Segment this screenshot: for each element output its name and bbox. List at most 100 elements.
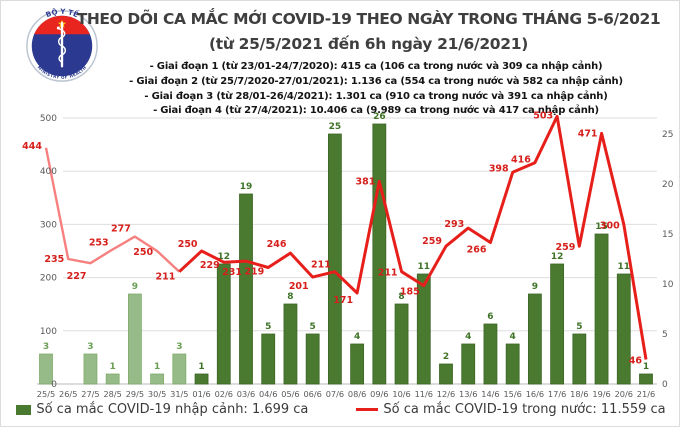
x-axis-tick-label: 31/5: [170, 389, 188, 399]
stage-summary-list: - Giai đoạn 1 (từ 23/01-24/7/2020): 415 …: [1, 60, 679, 119]
logo-staff-icon: [60, 21, 64, 68]
line-label: 171: [333, 295, 353, 306]
x-axis-tick-label: 04/6: [259, 389, 277, 399]
bar-21/6: [639, 373, 653, 385]
x-axis-tick-label: 05/6: [281, 389, 299, 399]
bar-06/6: [305, 333, 320, 385]
line-label: 219: [244, 266, 264, 277]
x-axis-tick-label: 11/6: [415, 389, 433, 399]
line-label: 259: [555, 242, 575, 253]
left-axis-tick-label: 0: [51, 380, 57, 390]
bar-label: 2: [443, 352, 449, 362]
bar-label: 5: [310, 322, 316, 332]
bar-label: 12: [551, 252, 564, 262]
line-label: 46: [629, 356, 643, 367]
x-axis-tick-label: 12/6: [437, 389, 455, 399]
logo-snake-head: [56, 26, 60, 30]
bar-label: 1: [198, 362, 204, 372]
bar-29/5: [127, 293, 142, 385]
x-axis-tick-label: 28/5: [103, 389, 121, 399]
bar-label: 3: [176, 342, 182, 352]
bar-label: 3: [87, 342, 93, 352]
bar-30/5: [150, 373, 165, 385]
line-label: 250: [133, 247, 153, 258]
x-axis-tick-label: 17/6: [548, 389, 566, 399]
line-label: 211: [155, 272, 175, 283]
bar-10/6: [394, 303, 409, 385]
bar-label: 12: [218, 252, 231, 262]
line-label: 211: [378, 268, 398, 279]
stage-1-summary: - Giai đoạn 1 (từ 23/01-24/7/2020): 415 …: [149, 61, 603, 72]
chart-header: THEO DÕI CA MẮC MỚI COVID-19 THEO NGÀY T…: [1, 6, 679, 119]
x-axis-tick-label: 26/5: [59, 389, 77, 399]
x-axis-tick-label: 18/6: [570, 389, 588, 399]
x-axis-tick-label: 30/5: [148, 389, 166, 399]
right-axis-tick-label: 25: [662, 130, 673, 140]
bar-03/6: [239, 193, 253, 385]
bar-label: 5: [265, 322, 271, 332]
chart-title: THEO DÕI CA MẮC MỚI COVID-19 THEO NGÀY T…: [76, 10, 661, 28]
line-label: 416: [511, 155, 531, 166]
bar-11/6: [416, 273, 431, 385]
line-label: 300: [600, 220, 620, 231]
line-label: 444: [22, 141, 42, 152]
bar-17/6: [550, 263, 565, 385]
bar-28/5: [105, 373, 120, 385]
legend-item-domestic: Số ca mắc COVID-19 trong nước: 11.559 ca: [356, 402, 666, 417]
line-june-segment: [178, 114, 648, 360]
legend-line-swatch-icon: [356, 408, 379, 411]
legend-imported-label: Số ca mắc COVID-19 nhập cảnh: 1.699 ca: [36, 402, 309, 417]
bar-label: 15: [595, 222, 608, 232]
bar-18/6: [572, 333, 587, 385]
x-axis-tick-label: 08/6: [348, 389, 366, 399]
left-axis-tick-label: 400: [40, 167, 57, 177]
bar-label: 11: [418, 262, 431, 272]
bar-07/6: [327, 133, 342, 385]
line-label: 253: [89, 237, 109, 248]
bar-label: 26: [373, 112, 386, 122]
x-axis-tick-label: 20/6: [615, 389, 633, 399]
bar-15/6: [505, 343, 520, 385]
bar-label: 4: [465, 332, 471, 342]
line-label: 266: [467, 244, 487, 255]
line-label: 201: [289, 281, 309, 292]
left-axis-tick-label: 500: [40, 114, 57, 124]
stage-3-summary: - Giai đoạn 3 (từ 28/01-26/4/2021): 1.30…: [144, 90, 608, 102]
bar-label: 9: [132, 282, 138, 292]
right-axis-tick-label: 15: [662, 230, 673, 240]
left-axis-tick-label: 300: [40, 220, 57, 230]
x-axis-tick-label: 13/6: [459, 389, 477, 399]
x-axis-tick-label: 15/6: [503, 389, 521, 399]
x-axis-tick-label: 01/6: [192, 389, 210, 399]
bar-label: 8: [398, 292, 404, 302]
bar-16/6: [527, 293, 542, 385]
x-axis-tick-label: 27/5: [81, 389, 99, 399]
line-label: 246: [267, 239, 287, 250]
bar-label: 9: [532, 282, 538, 292]
bar-20/6: [616, 273, 631, 385]
line-label: 185: [400, 287, 420, 298]
bar-label: 6: [487, 312, 493, 322]
x-axis-tick-label: 16/6: [526, 389, 544, 399]
line-label: 211: [311, 260, 331, 271]
x-axis-tick-label: 02/6: [215, 389, 233, 399]
legend-item-imported: Số ca mắc COVID-19 nhập cảnh: 1.699 ca: [16, 402, 308, 417]
x-axis-tick-label: 03/6: [237, 389, 255, 399]
ministry-of-health-logo-icon: BỘ Y TẾ MINISTRY OF HEALTH: [26, 7, 98, 82]
line-label: 227: [67, 271, 87, 282]
left-axis-tick-label: 200: [40, 274, 57, 284]
bar-12/6: [439, 363, 453, 385]
bar-14/6: [483, 323, 498, 385]
x-axis-tick-label: 25/5: [37, 389, 55, 399]
bar-04/6: [261, 333, 276, 385]
logo-arc-top-text: BỘ Y TẾ: [44, 7, 80, 19]
line-label: 293: [444, 219, 464, 230]
bar-label: 1: [110, 362, 116, 372]
bar-25/5: [39, 353, 53, 385]
bar-label: 11: [618, 262, 631, 272]
stage-4-summary: - Giai đoạn 4 (từ 27/4/2021): 10.406 ca …: [153, 105, 599, 117]
chart-legend: Số ca mắc COVID-19 nhập cảnh: 1.699 ca S…: [1, 402, 679, 417]
bar-01/6: [194, 373, 209, 385]
x-axis-tick-label: 07/6: [326, 389, 344, 399]
